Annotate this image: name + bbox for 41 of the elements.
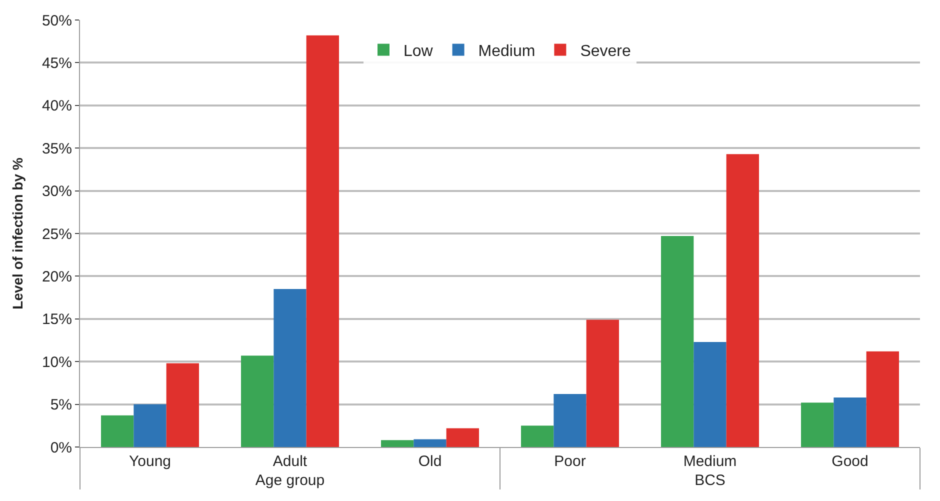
y-tick-label: 40% (42, 98, 72, 115)
bar (101, 415, 134, 447)
y-tick-label: 30% (42, 183, 72, 200)
y-tick-label: 15% (42, 311, 72, 328)
bar (274, 289, 306, 447)
bar (166, 363, 199, 447)
x-tick-label: Young (129, 453, 171, 470)
x-tick-label: Good (832, 453, 868, 470)
text: Age group (255, 472, 325, 489)
bar (241, 356, 274, 447)
legend-label: Low (404, 42, 434, 60)
bar (134, 404, 166, 447)
bar (694, 342, 726, 447)
bar (306, 35, 339, 447)
bar (866, 351, 899, 447)
bar (521, 426, 554, 447)
y-tick-label: 0% (50, 439, 72, 456)
legend-label: Medium (478, 42, 536, 60)
y-tick-label: 50% (42, 12, 72, 30)
y-axis-title: Level of infection by % (10, 157, 26, 310)
bar (381, 440, 414, 447)
bar (726, 154, 759, 447)
bar (414, 439, 446, 447)
bar (554, 394, 586, 447)
bar (446, 428, 479, 447)
bar (586, 320, 619, 447)
x-tick-label: Adult (272, 453, 308, 470)
y-tick-label: 20% (42, 268, 72, 286)
y-tick-label: 10% (42, 354, 72, 371)
x-tick-label: Poor (554, 453, 586, 470)
bar (834, 397, 866, 447)
y-tick-label: 5% (50, 396, 72, 414)
text: BCS (694, 472, 726, 489)
y-tick-label: 45% (42, 54, 72, 72)
legend-label: Severe (580, 42, 631, 60)
y-tick-label: 35% (42, 140, 72, 158)
y-tick-label: 25% (42, 226, 72, 243)
x-tick-label: Old (418, 453, 442, 470)
bar (801, 402, 834, 447)
bar (661, 236, 694, 447)
x-tick-label: Medium (683, 453, 737, 470)
